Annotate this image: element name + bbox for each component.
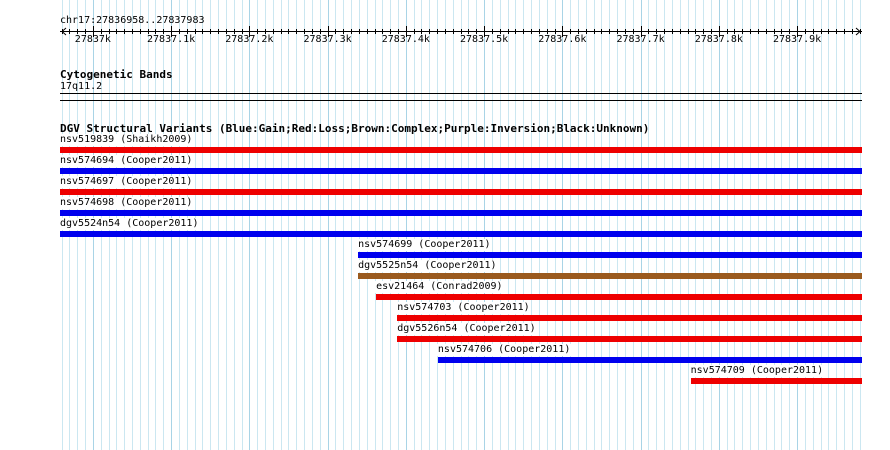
variant-label[interactable]: nsv574694 (Cooper2011) bbox=[59, 155, 194, 167]
variant-label[interactable]: nsv574698 (Cooper2011) bbox=[59, 197, 194, 209]
ruler-tick-label: 27837.6k bbox=[538, 34, 587, 45]
ruler-tick-label: 27837.5k bbox=[459, 34, 509, 45]
cytoband-label: 17q11.2 bbox=[60, 81, 103, 92]
ruler-tick-label: 27837.3k bbox=[303, 34, 352, 45]
ruler-axis bbox=[60, 26, 862, 37]
dgv-title: DGV Structural Variants (Blue:Gain;Red:L… bbox=[60, 122, 650, 135]
variant-bar-gain[interactable] bbox=[60, 168, 862, 174]
ruler-tick-label: 27837.9k bbox=[772, 34, 822, 45]
variant-label[interactable]: dgv5525n54 (Cooper2011) bbox=[357, 260, 498, 272]
variant-label[interactable]: dgv5526n54 (Cooper2011) bbox=[396, 323, 537, 335]
variant-label[interactable]: dgv5524n54 (Cooper2011) bbox=[59, 218, 200, 230]
variant-label[interactable]: esv21464 (Conrad2009) bbox=[375, 281, 504, 293]
ruler-tick-label: 27837.4k bbox=[381, 34, 430, 45]
variant-label[interactable]: nsv519839 (Shaikh2009) bbox=[59, 134, 194, 146]
variant-label[interactable]: nsv574706 (Cooper2011) bbox=[436, 344, 572, 356]
variant-bar-loss[interactable] bbox=[60, 147, 862, 153]
variant-bar-loss[interactable] bbox=[397, 336, 862, 342]
variant-bar-gain[interactable] bbox=[358, 252, 862, 258]
variant-label[interactable]: nsv574697 (Cooper2011) bbox=[59, 176, 194, 188]
variant-bar-gain[interactable] bbox=[60, 231, 862, 237]
variant-label[interactable]: nsv574703 (Cooper2011) bbox=[396, 302, 531, 314]
variant-bar-complex[interactable] bbox=[358, 273, 862, 279]
variant-bar-loss[interactable] bbox=[397, 315, 862, 321]
cytoband-title: Cytogenetic Bands bbox=[60, 68, 173, 81]
ruler-tick-label: 27837.7k bbox=[616, 34, 665, 45]
ruler-tick-label: 27837.2k bbox=[225, 34, 274, 45]
variant-bar-loss[interactable] bbox=[376, 294, 862, 300]
variant-bar-loss[interactable] bbox=[690, 378, 862, 384]
variant-bar-loss[interactable] bbox=[60, 189, 862, 195]
cytoband-line-bottom bbox=[60, 100, 862, 101]
variant-bar-gain[interactable] bbox=[60, 210, 862, 216]
ruler-tick-label: 27837.8k bbox=[694, 34, 743, 45]
variant-label[interactable]: nsv574699 (Cooper2011) bbox=[357, 239, 492, 251]
ruler-tick-label: 27837k bbox=[74, 34, 111, 45]
variant-bar-gain[interactable] bbox=[437, 357, 862, 363]
ruler-tick-label: 27837.1k bbox=[147, 34, 196, 45]
variant-label[interactable]: nsv574709 (Cooper2011) bbox=[689, 365, 825, 377]
cytoband-line-top bbox=[60, 93, 862, 94]
ruler-position-label: chr17:27836958..27837983 bbox=[60, 15, 205, 26]
